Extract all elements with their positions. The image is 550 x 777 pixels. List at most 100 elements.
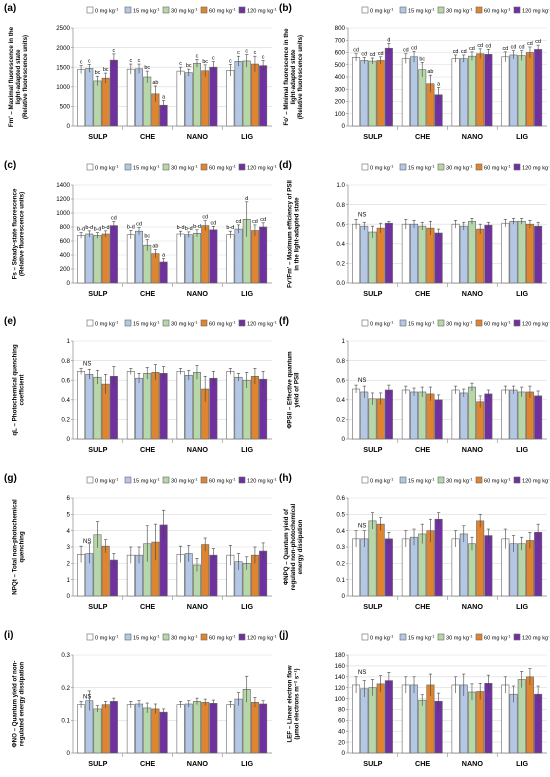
legend-label: 0 mg kg-1 (95, 7, 119, 15)
bar (484, 535, 493, 597)
legend-label: 120 mg kg-1 (247, 320, 277, 328)
bar (484, 54, 493, 127)
legend-swatch (475, 319, 483, 327)
legend-swatch (475, 633, 483, 641)
y-axis-label: regulated non-photochemical (290, 503, 297, 590)
y-tick-label: 0.6 (336, 495, 345, 502)
legend-label: 120 mg kg-1 (247, 164, 277, 172)
x-tick-label: NANO (187, 289, 209, 298)
y-axis-label: ΦNO – Quantum yield of non- (11, 661, 18, 748)
bar (259, 378, 268, 440)
bar (109, 701, 118, 754)
bar (184, 234, 193, 284)
significance-letter: c (88, 58, 91, 64)
significance-letter: cd (502, 46, 508, 52)
bar (101, 704, 110, 754)
bar (509, 389, 518, 440)
x-tick-label: LIG (241, 445, 253, 454)
legend-swatch (238, 163, 246, 171)
y-axis-label: light-adapted state (290, 49, 297, 105)
chart-panel-a: (a) 0 mg kg-1 15 mg kg-1 30 mg kg-1 60 mg kg… (4, 3, 277, 141)
significance-letter: bc (95, 70, 101, 76)
panel-label: (c) (4, 160, 16, 171)
y-tick-label: 2000 (56, 45, 70, 52)
bar (525, 676, 534, 754)
bar (135, 68, 144, 127)
chart-panel-b: (b) 0 mg kg-1 15 mg kg-1 30 mg kg-1 60 mg kg… (279, 3, 550, 141)
bar (451, 684, 460, 754)
significance-letter: cd (527, 41, 533, 47)
significance-letter: bc (144, 65, 150, 71)
bar (176, 704, 185, 754)
significance-letter: cd (469, 46, 475, 52)
y-tick-label: 0.2 (61, 417, 70, 424)
significance-letter: c (113, 48, 116, 54)
y-tick-label: 2500 (56, 25, 70, 32)
bar (93, 376, 102, 440)
significance-letter: a (162, 95, 165, 101)
bar (376, 227, 385, 284)
bar (259, 65, 268, 127)
y-tick-label: 4 (67, 528, 71, 535)
bar (484, 683, 493, 754)
x-tick-label: NANO (462, 289, 484, 298)
bar (459, 225, 468, 284)
bar (242, 60, 251, 127)
bar (418, 225, 427, 284)
y-axis-label: (μmol electrons m⁻² s⁻¹) (294, 668, 301, 739)
bar (376, 523, 385, 597)
bar (525, 391, 534, 440)
bar (209, 703, 218, 754)
significance-letter: a (162, 253, 165, 259)
bar (376, 60, 385, 127)
legend-swatch (361, 163, 369, 171)
legend-label: 60 mg kg-1 (209, 477, 236, 485)
bar (384, 680, 393, 754)
legend-swatch (513, 6, 521, 14)
legend: 0 mg kg-1 15 mg kg-1 30 mg kg-1 60 mg kg-1 1… (361, 6, 550, 15)
bar (410, 391, 419, 440)
chart-panel-c: (c) 0 mg kg-1 15 mg kg-1 30 mg kg-1 60 mg kg… (4, 160, 277, 298)
y-axis-label: in the light-adapted state (294, 197, 301, 271)
bar (242, 379, 251, 440)
bar (401, 58, 410, 127)
bar (93, 235, 102, 284)
y-tick-label: 800 (335, 25, 346, 32)
legend: 0 mg kg-1 15 mg kg-1 30 mg kg-1 60 mg kg-1 1… (361, 477, 550, 485)
legend-label: 0 mg kg-1 (95, 634, 119, 642)
legend-label: 60 mg kg-1 (209, 634, 236, 642)
significance-letter: cd (403, 48, 409, 54)
bar (184, 703, 193, 754)
legend-swatch (437, 163, 445, 171)
y-tick-label: 400 (335, 74, 346, 81)
x-tick-label: NANO (187, 602, 209, 611)
legend-swatch (399, 633, 407, 641)
significance-letter: ab (152, 80, 158, 86)
y-axis-label: qL – Photochemical quenching (11, 344, 18, 436)
x-tick-label: LIG (241, 132, 253, 141)
y-tick-label: 1.0 (336, 182, 345, 189)
significance-letter: cd (461, 49, 467, 55)
bar (476, 228, 485, 284)
bar (93, 708, 102, 754)
x-tick-label: CHE (140, 602, 155, 611)
bar (525, 52, 534, 127)
legend-label: 15 mg kg-1 (408, 164, 435, 172)
bar (434, 399, 443, 440)
x-tick-label: SULP (88, 289, 107, 298)
legend: 0 mg kg-1 15 mg kg-1 30 mg kg-1 60 mg kg-1 1… (86, 320, 277, 328)
bar (418, 391, 427, 440)
significance-letter: c (179, 61, 182, 67)
significance-letter: cd (486, 43, 492, 49)
y-tick-label: 0 (342, 750, 346, 757)
x-tick-label: NANO (462, 602, 484, 611)
bar (384, 47, 393, 127)
bar (234, 61, 243, 127)
bar (250, 375, 259, 440)
legend-label: 30 mg kg-1 (171, 164, 198, 172)
x-tick-label: LIG (516, 289, 528, 298)
legend-label: 60 mg kg-1 (484, 164, 511, 172)
x-tick-label: NANO (187, 759, 209, 768)
y-tick-label: 1000 (56, 210, 70, 217)
legend-swatch (200, 163, 208, 171)
